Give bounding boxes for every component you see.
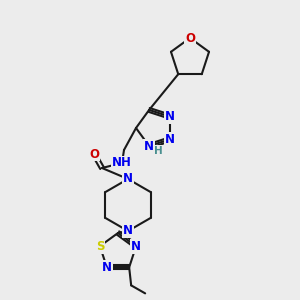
Text: O: O [185, 32, 195, 44]
Text: H: H [154, 146, 163, 156]
Text: N: N [144, 140, 154, 153]
Text: N: N [123, 224, 133, 238]
Text: O: O [89, 148, 99, 160]
Text: N: N [123, 172, 133, 185]
Text: S: S [96, 240, 104, 253]
Text: N: N [102, 261, 112, 274]
Text: N: N [131, 240, 141, 253]
Text: N: N [165, 133, 176, 146]
Text: NH: NH [112, 157, 132, 169]
Text: N: N [165, 110, 176, 123]
